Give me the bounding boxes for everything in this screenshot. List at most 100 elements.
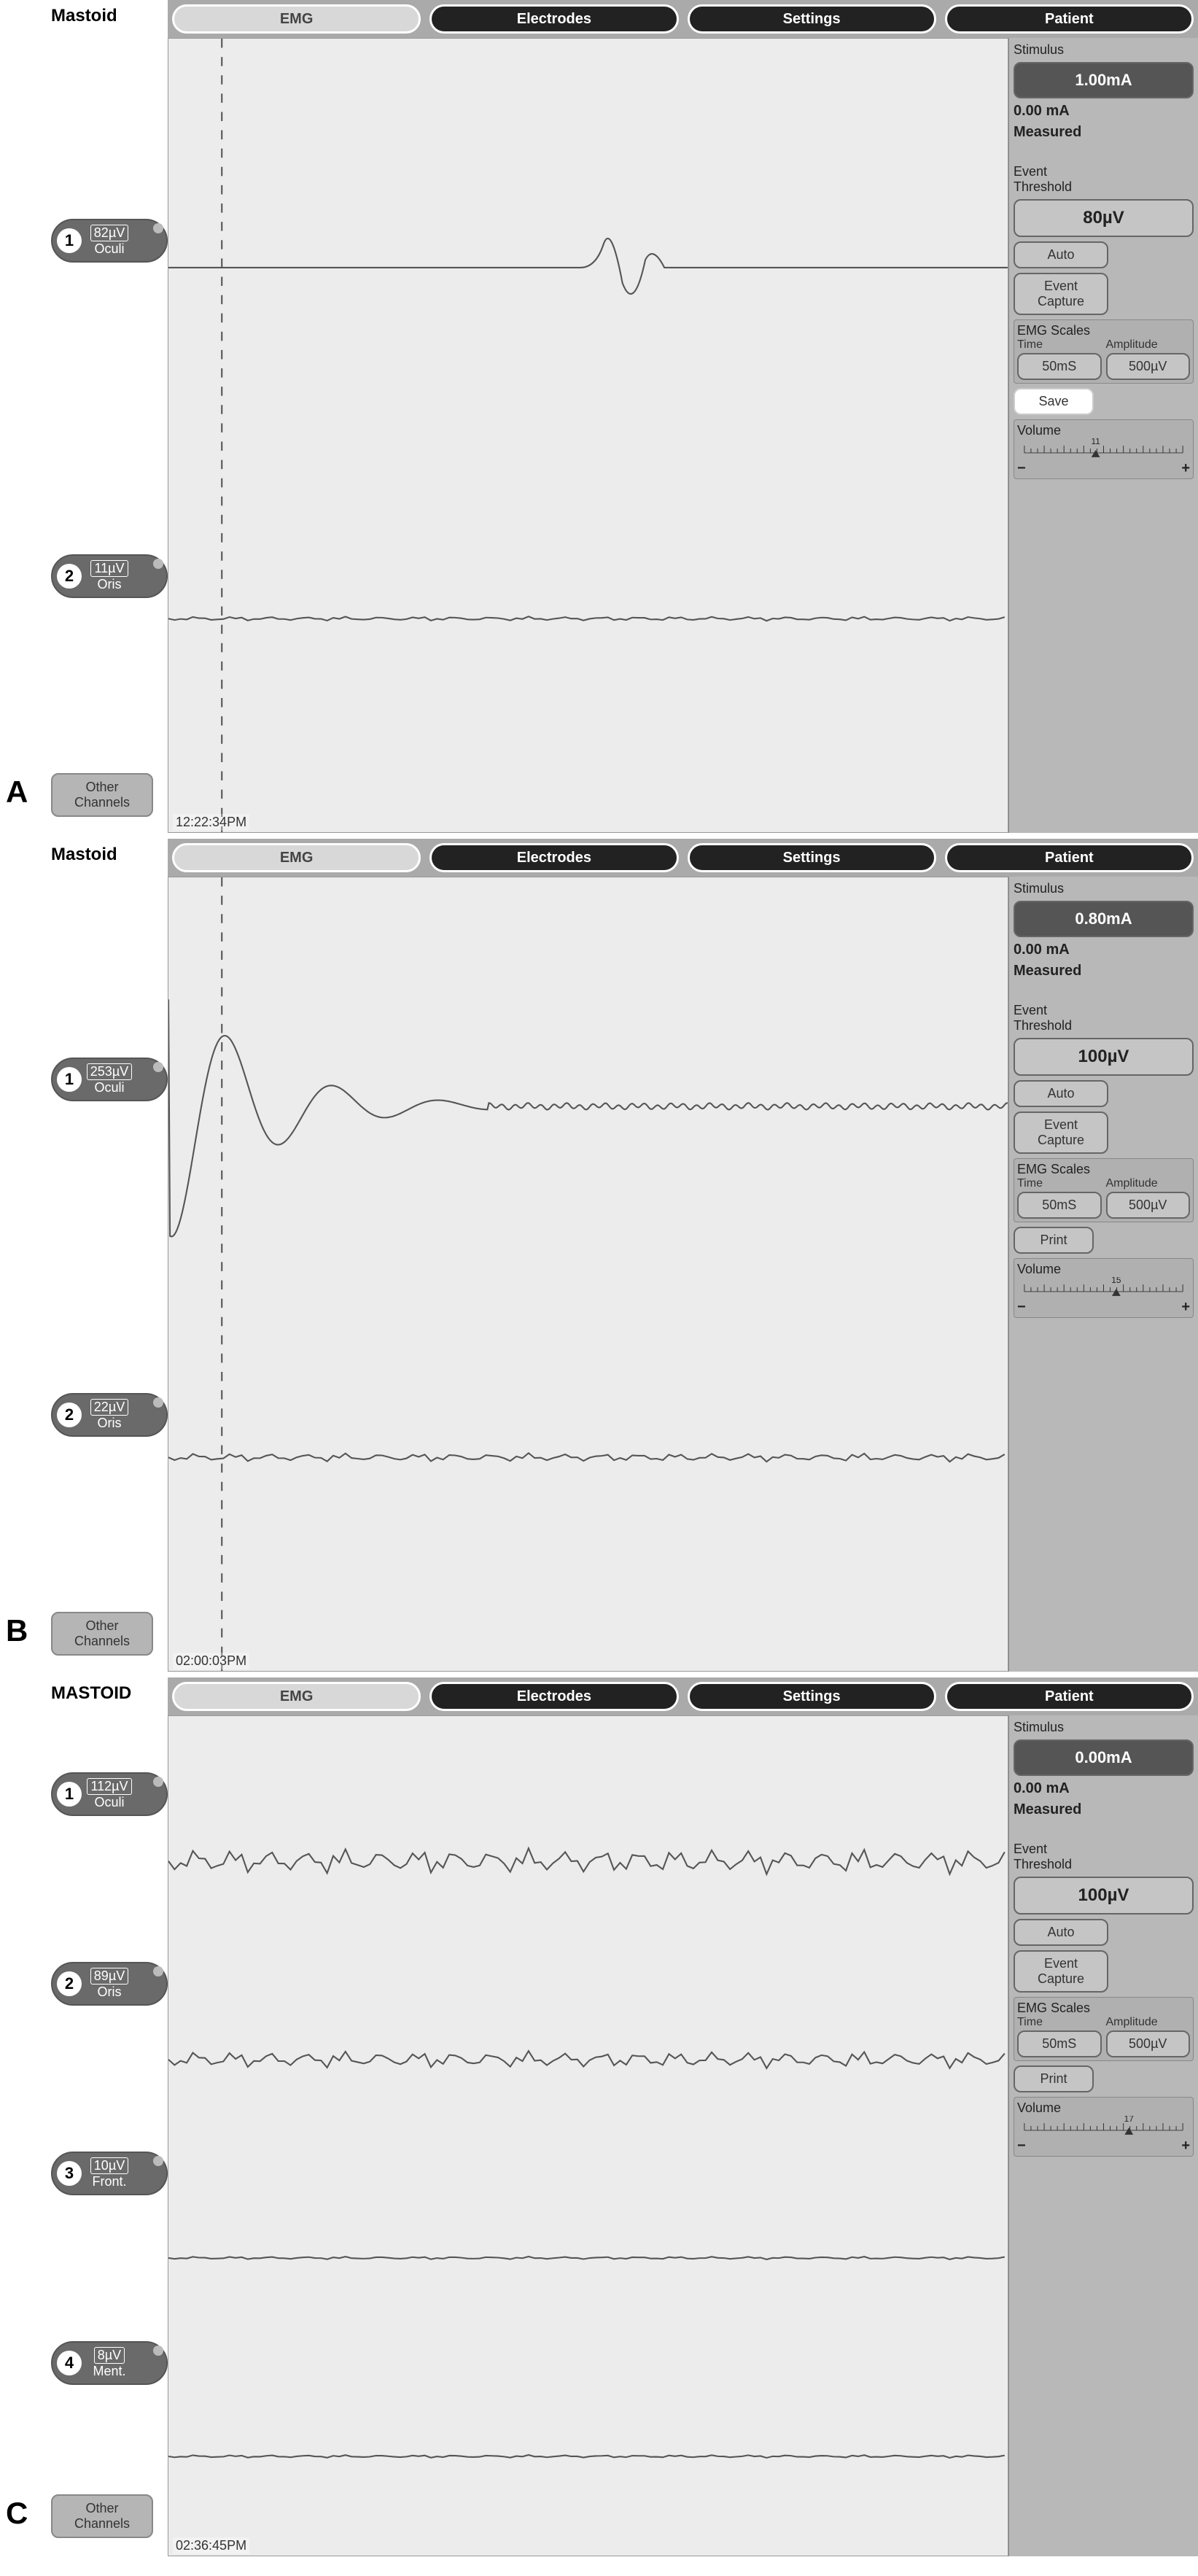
main-area: EMG Electrodes Settings Patient 02:00:03PM St… bbox=[168, 839, 1198, 1670]
channel-badge-2[interactable]: 289µVOris bbox=[51, 1962, 168, 2006]
time-label: Time bbox=[1017, 2016, 1102, 2029]
stimulus-value-button[interactable]: 0.00mA bbox=[1014, 1739, 1194, 1776]
channel-badge-2[interactable]: 222µVOris bbox=[51, 1393, 168, 1437]
channel-value: 112µV bbox=[87, 1778, 131, 1795]
stimulus-label: Stimulus bbox=[1014, 881, 1194, 896]
volume-minus-icon[interactable]: − bbox=[1017, 2138, 1026, 2154]
plot-row: 02:00:03PMStimulus0.80mA0.00 mAMeasuredE… bbox=[168, 877, 1198, 1672]
svg-text:17: 17 bbox=[1124, 2116, 1134, 2124]
tab-bar: EMG Electrodes Settings Patient bbox=[168, 0, 1198, 38]
channel-value: 10µV bbox=[90, 2157, 128, 2174]
stimulus-label: Stimulus bbox=[1014, 1720, 1194, 1735]
emg-scales-group: EMG ScalesTime50mSAmplitude500µV bbox=[1014, 319, 1194, 384]
channel-value: 8µV bbox=[94, 2347, 125, 2364]
stimulus-label: Stimulus bbox=[1014, 42, 1194, 58]
volume-label: Volume bbox=[1017, 1262, 1190, 1277]
event-capture-button[interactable]: EventCapture bbox=[1014, 1950, 1108, 1993]
threshold-value-button[interactable]: 100µV bbox=[1014, 1038, 1194, 1076]
tab-emg[interactable]: EMG bbox=[172, 1682, 421, 1711]
auto-button[interactable]: Auto bbox=[1014, 1080, 1108, 1107]
amplitude-scale-button[interactable]: 500µV bbox=[1106, 353, 1191, 380]
tab-settings[interactable]: Settings bbox=[688, 843, 936, 872]
tab-electrodes[interactable]: Electrodes bbox=[429, 1682, 678, 1711]
channel-badge-1[interactable]: 1112µVOculi bbox=[51, 1772, 168, 1816]
timestamp: 02:00:03PM bbox=[173, 1653, 249, 1669]
mastoid-label: MASTOID bbox=[0, 1677, 168, 1704]
mastoid-label: Mastoid bbox=[0, 839, 168, 865]
volume-label: Volume bbox=[1017, 2100, 1190, 2116]
scales-label: EMG Scales bbox=[1017, 1162, 1190, 1177]
threshold-label: EventThreshold bbox=[1014, 164, 1194, 195]
volume-plus-icon[interactable]: + bbox=[1181, 460, 1190, 477]
figure-letter: A bbox=[6, 775, 28, 810]
volume-minus-icon[interactable]: − bbox=[1017, 460, 1026, 477]
channel-indicator-dot bbox=[153, 1062, 163, 1072]
amplitude-label: Amplitude bbox=[1106, 1177, 1191, 1190]
tab-electrodes[interactable]: Electrodes bbox=[429, 4, 678, 34]
amplitude-scale-button[interactable]: 500µV bbox=[1106, 2030, 1191, 2057]
channel-number: 1 bbox=[57, 228, 82, 253]
amplitude-scale-button[interactable]: 500µV bbox=[1106, 1192, 1191, 1219]
emg-scales-group: EMG ScalesTime 50mS Amplitude 500µV bbox=[1014, 1158, 1194, 1222]
channel-badge-2[interactable]: 211µVOris bbox=[51, 554, 168, 598]
tab-patient[interactable]: Patient bbox=[945, 843, 1194, 872]
plot-area: 02:36:45PM bbox=[168, 1715, 1008, 2556]
channel-number: 4 bbox=[57, 2351, 82, 2375]
side-panel: Stimulus0.00mA0.00 mAMeasuredEventThresh… bbox=[1008, 1715, 1198, 2556]
other-channels-button[interactable]: OtherChannels bbox=[51, 773, 153, 817]
tab-settings[interactable]: Settings bbox=[688, 1682, 936, 1711]
time-scale-button[interactable]: 50mS bbox=[1017, 353, 1102, 380]
measured-label: Measured bbox=[1014, 124, 1194, 141]
channel-badge-3[interactable]: 310µVFront. bbox=[51, 2152, 168, 2195]
tab-patient[interactable]: Patient bbox=[945, 1682, 1194, 1711]
channel-number: 1 bbox=[57, 1067, 82, 1092]
threshold-value-button[interactable]: 100µV bbox=[1014, 1877, 1194, 1914]
tab-emg[interactable]: EMG bbox=[172, 843, 421, 872]
auto-button[interactable]: Auto bbox=[1014, 1919, 1108, 1946]
figure-letter: B bbox=[6, 1613, 28, 1648]
volume-minus-icon[interactable]: − bbox=[1017, 1299, 1026, 1316]
channel-number: 1 bbox=[57, 1782, 82, 1807]
channel-badge-1[interactable]: 182µVOculi bbox=[51, 219, 168, 263]
channel-indicator-dot bbox=[153, 559, 163, 569]
stimulus-value-button[interactable]: 1.00mA bbox=[1014, 62, 1194, 98]
volume-slider[interactable]: 17 bbox=[1017, 2116, 1190, 2138]
channel-badge-4[interactable]: 4 8µVMent. bbox=[51, 2341, 168, 2385]
event-capture-button[interactable]: EventCapture bbox=[1014, 1112, 1108, 1154]
threshold-label: EventThreshold bbox=[1014, 1842, 1194, 1872]
mastoid-label: Mastoid bbox=[0, 0, 168, 26]
volume-group: Volume11−+ bbox=[1014, 419, 1194, 479]
save-print-button[interactable]: Print bbox=[1014, 2065, 1094, 2092]
time-scale-button[interactable]: 50mS bbox=[1017, 2030, 1102, 2057]
channel-badge-1[interactable]: 1253µVOculi bbox=[51, 1058, 168, 1101]
threshold-value-button[interactable]: 80µV bbox=[1014, 199, 1194, 237]
channel-value: 11µV bbox=[90, 560, 128, 577]
save-print-button[interactable]: Save bbox=[1014, 388, 1094, 415]
save-print-button[interactable]: Print bbox=[1014, 1227, 1094, 1254]
volume-slider[interactable]: 11 bbox=[1017, 438, 1190, 460]
volume-plus-icon[interactable]: + bbox=[1181, 2138, 1190, 2154]
screenshot-A: A Mastoid 182µVOculi 211µVOris OtherChannels… bbox=[0, 0, 1198, 831]
amplitude-label: Amplitude bbox=[1106, 338, 1191, 352]
tab-electrodes[interactable]: Electrodes bbox=[429, 843, 678, 872]
tab-emg[interactable]: EMG bbox=[172, 4, 421, 34]
tab-patient[interactable]: Patient bbox=[945, 4, 1194, 34]
stimulus-value-button[interactable]: 0.80mA bbox=[1014, 901, 1194, 937]
volume-group: Volume17 − + bbox=[1014, 2097, 1194, 2157]
channel-name: Ment. bbox=[93, 2364, 125, 2379]
screenshot-B: B Mastoid 1253µVOculi 222µVOris OtherChannel… bbox=[0, 839, 1198, 1670]
measured-value: 0.00 mA bbox=[1014, 103, 1194, 120]
other-channels-button[interactable]: OtherChannels bbox=[51, 1612, 153, 1656]
auto-button[interactable]: Auto bbox=[1014, 241, 1108, 268]
channel-name: Oris bbox=[98, 577, 122, 592]
tab-settings[interactable]: Settings bbox=[688, 4, 936, 34]
event-capture-button[interactable]: EventCapture bbox=[1014, 273, 1108, 315]
threshold-label: EventThreshold bbox=[1014, 1003, 1194, 1033]
volume-plus-icon[interactable]: + bbox=[1181, 1299, 1190, 1316]
time-label: Time bbox=[1017, 1177, 1102, 1190]
other-channels-button[interactable]: OtherChannels bbox=[51, 2494, 153, 2538]
main-area: EMGElectrodesSettingsPatient12:22:34PMSt… bbox=[168, 0, 1198, 831]
channel-name: Oculi bbox=[94, 241, 124, 257]
time-scale-button[interactable]: 50mS bbox=[1017, 1192, 1102, 1219]
volume-slider[interactable]: 15 bbox=[1017, 1277, 1190, 1299]
